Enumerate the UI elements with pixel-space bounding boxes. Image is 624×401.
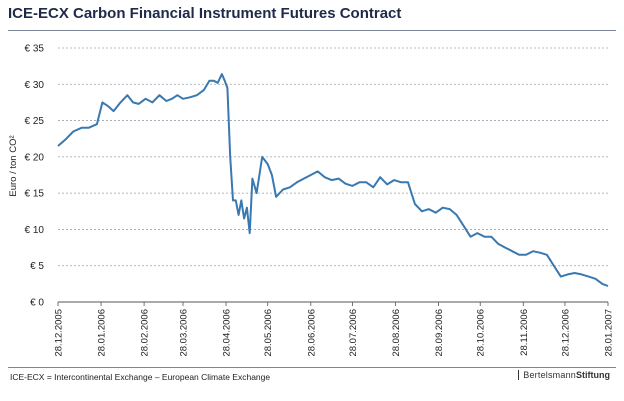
x-tick-label: 28.08.2006 [391,309,402,357]
price-series-line [57,73,609,287]
line-chart: € 0 € 5 € 10 € 15 € 20 € 25 € 30 € 35 28.12.200… [8,44,615,357]
x-axis-ticks: 28.12.2005 28.01.2006 28.02.2006 28.03.2006… [54,302,615,357]
logo-text-stiftung: Stiftung [576,370,610,380]
footer-divider [8,367,616,368]
chart-title: ICE-ECX Carbon Financial Instrument Futu… [8,5,402,22]
x-tick-label: 28.12.2006 [560,309,571,357]
x-tick-label: 28.02.2006 [140,309,151,357]
footnote: ICE-ECX = Intercontinental Exchange – Eu… [10,372,271,382]
x-tick-label: 28.11.2006 [519,309,530,356]
y-tick-label: € 30 [25,80,45,91]
x-tick-label: 28.01.2006 [97,309,108,357]
grid-lines [58,47,608,267]
y-tick-label: € 35 [25,44,45,55]
logo-text-bertelsmann: Bertelsmann [523,370,576,380]
bertelsmann-stiftung-logo: BertelsmannStiftung [518,370,610,380]
x-tick-label: 28.09.2006 [434,309,445,357]
x-tick-label: 28.05.2006 [263,309,274,357]
x-tick-label: 28.07.2006 [348,309,359,357]
y-tick-label: € 25 [25,116,45,127]
y-tick-label: € 5 [30,261,44,272]
y-tick-label: € 15 [25,189,45,200]
x-tick-label: 28.06.2006 [306,309,317,357]
y-tick-label: € 20 [25,152,45,163]
x-tick-label: 28.03.2006 [179,309,190,357]
x-tick-label: 28.01.2007 [604,309,615,357]
x-tick-label: 28.12.2005 [54,309,65,357]
title-divider [8,30,616,31]
y-axis-ticks: € 0 € 5 € 10 € 15 € 20 € 25 € 30 € 35 [25,44,45,309]
y-tick-label: € 0 [30,298,44,309]
x-tick-label: 28.10.2006 [476,309,487,357]
x-tick-label: 28.04.2006 [222,309,233,357]
y-tick-label: € 10 [25,225,45,236]
y-axis-label: Euro / ton CO² [8,135,19,196]
